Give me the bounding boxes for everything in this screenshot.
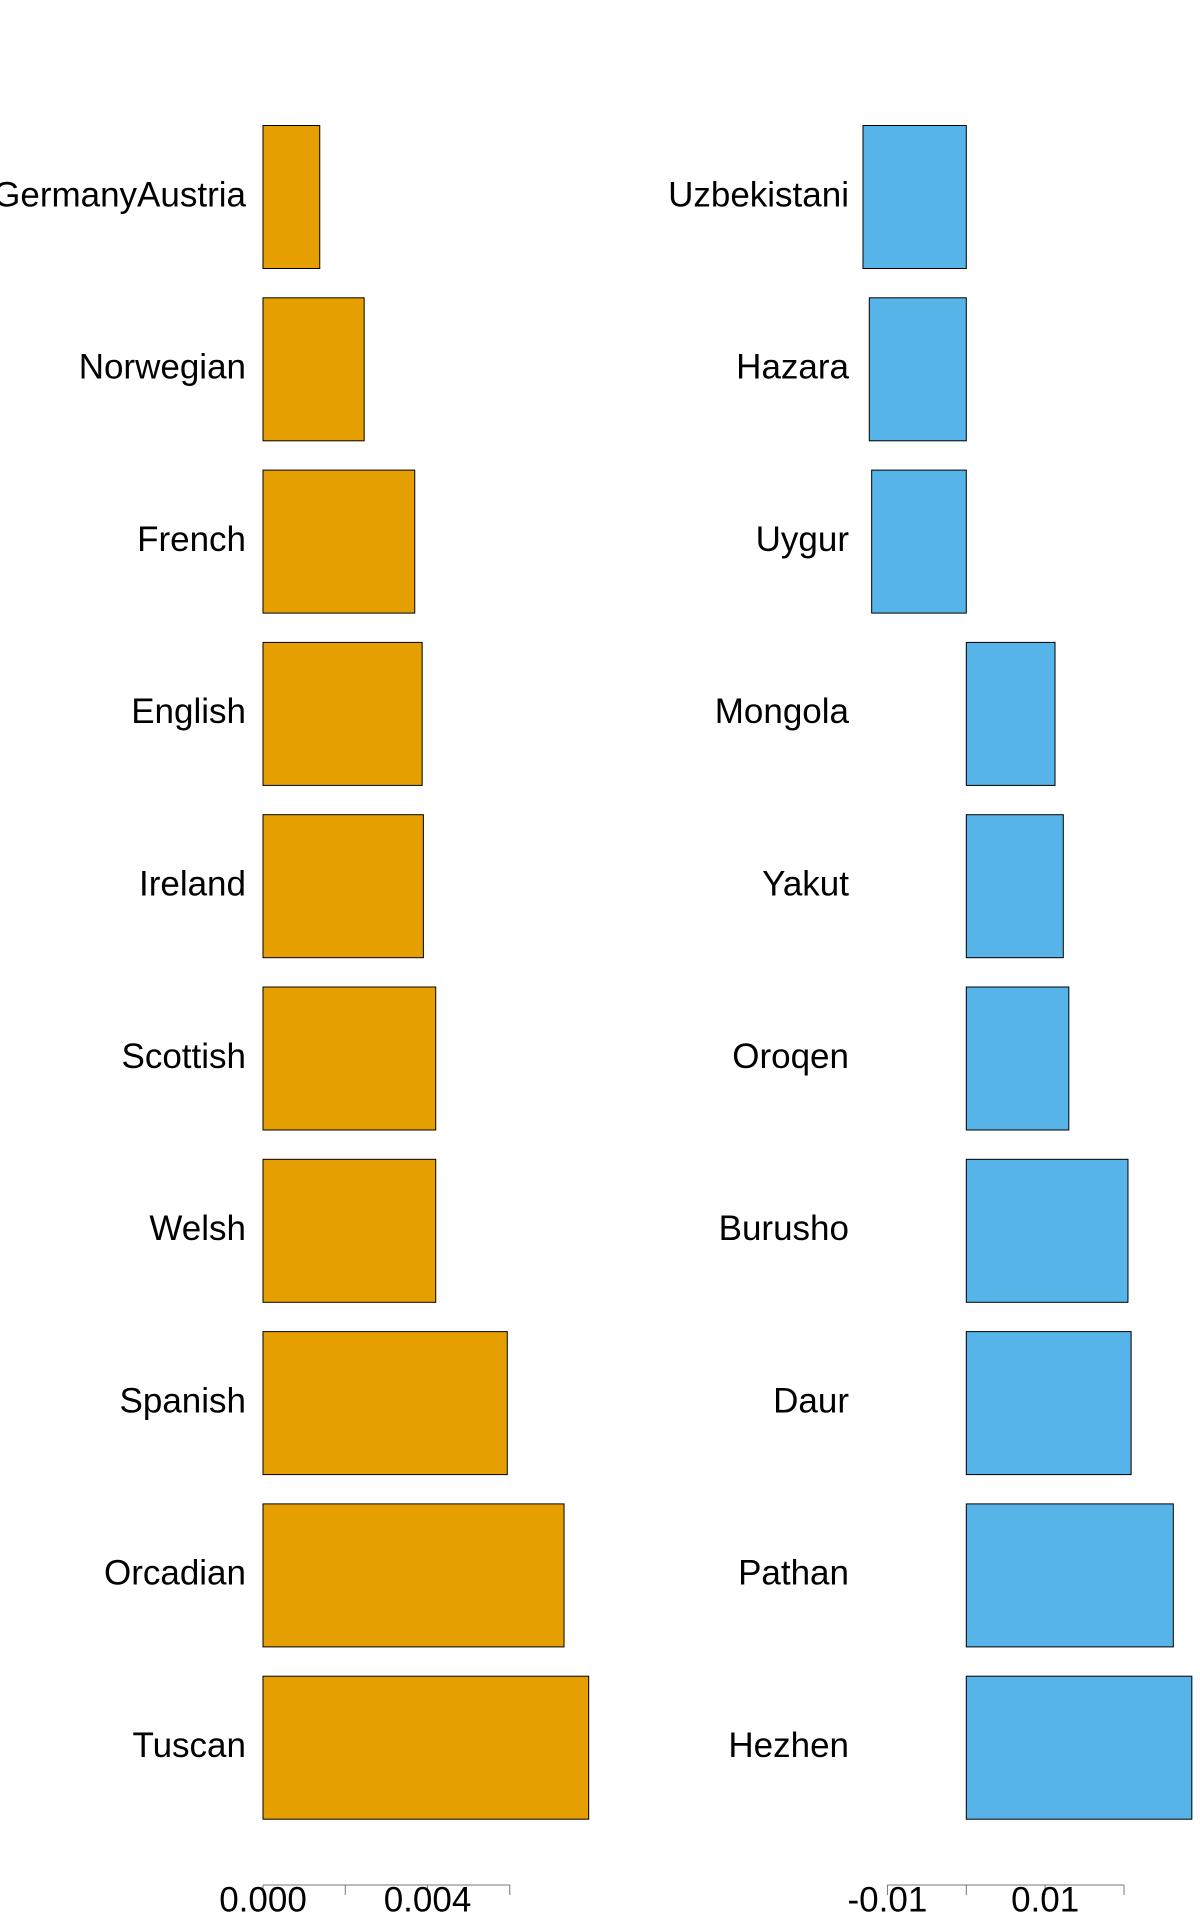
bar bbox=[862, 125, 967, 269]
bar bbox=[965, 986, 1070, 1131]
category-label: Pathan bbox=[738, 1554, 849, 1593]
bar bbox=[965, 641, 1056, 786]
bar bbox=[965, 1675, 1193, 1820]
category-label: Orcadian bbox=[104, 1554, 246, 1593]
bar bbox=[262, 125, 321, 269]
bar bbox=[262, 986, 437, 1131]
bar bbox=[262, 297, 365, 442]
category-label: Hazara bbox=[736, 348, 849, 387]
bar bbox=[965, 1331, 1132, 1476]
category-label: Norwegian bbox=[79, 348, 246, 387]
bar bbox=[262, 1158, 437, 1303]
x-tick-label: -0.01 bbox=[848, 1880, 928, 1919]
category-label: Uzbekistani bbox=[668, 175, 849, 214]
x-tick-label: 0.01 bbox=[1011, 1880, 1079, 1919]
category-label: Oroqen bbox=[732, 1037, 849, 1076]
bar bbox=[965, 1158, 1129, 1303]
category-label: Hezhen bbox=[728, 1726, 849, 1765]
bar bbox=[965, 1503, 1174, 1648]
bar bbox=[262, 1331, 508, 1476]
x-tick-label: 0.000 bbox=[219, 1880, 307, 1919]
bar bbox=[262, 641, 423, 786]
category-label: Welsh bbox=[149, 1209, 246, 1248]
category-label: Daur bbox=[773, 1381, 849, 1420]
category-label: Scottish bbox=[122, 1037, 247, 1076]
category-label: English bbox=[131, 692, 246, 731]
category-label: Ireland bbox=[139, 864, 246, 903]
category-label: GermanyAustria bbox=[0, 175, 247, 214]
category-label: Tuscan bbox=[133, 1726, 246, 1765]
category-label: Yakut bbox=[762, 864, 849, 903]
bar bbox=[262, 1503, 565, 1648]
category-label: Mongola bbox=[715, 692, 850, 731]
bar bbox=[262, 1675, 590, 1820]
category-label: Burusho bbox=[719, 1209, 849, 1248]
bar bbox=[262, 814, 424, 959]
category-label: Uygur bbox=[756, 520, 850, 559]
x-tick-label: 0.004 bbox=[384, 1880, 472, 1919]
category-label: French bbox=[137, 520, 246, 559]
bar bbox=[262, 469, 416, 614]
bar bbox=[871, 469, 967, 614]
bar bbox=[868, 297, 967, 442]
category-label: Spanish bbox=[120, 1381, 246, 1420]
bar bbox=[965, 814, 1064, 959]
